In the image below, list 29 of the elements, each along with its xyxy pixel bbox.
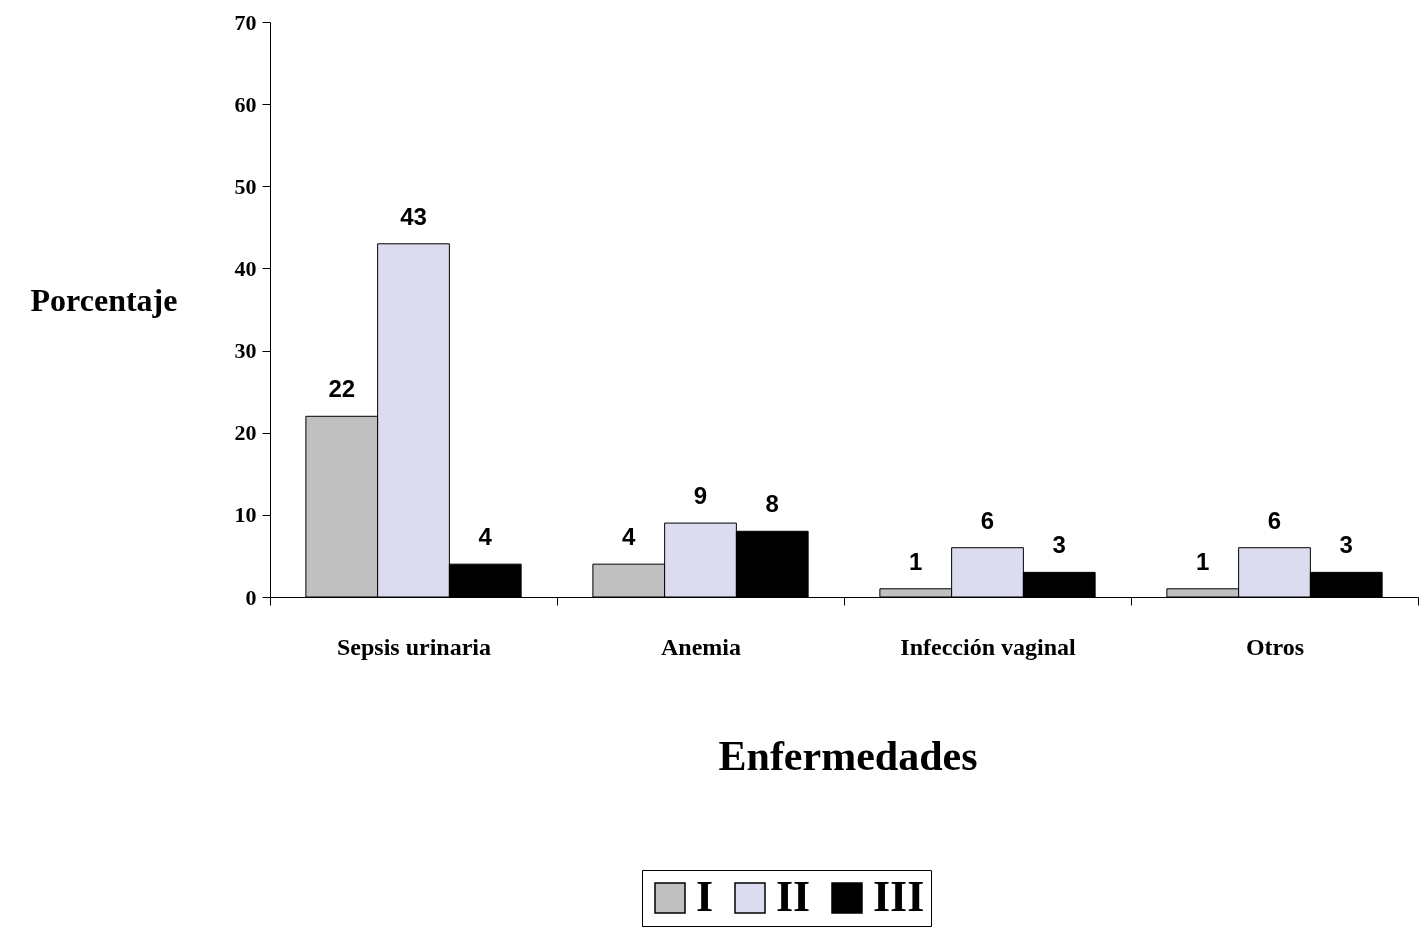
y-tick-label: 20 [234, 420, 257, 446]
data-label: 4 [478, 523, 493, 551]
data-label: 9 [693, 482, 708, 510]
data-label: 8 [765, 490, 779, 518]
data-label: 43 [400, 202, 427, 230]
legend-label: III [873, 872, 925, 921]
x-tick-label: Infección vaginal [900, 633, 1076, 660]
data-label: 3 [1052, 531, 1066, 559]
data-label: 22 [328, 375, 356, 403]
data-label: 6 [980, 506, 995, 534]
data-label: 6 [1267, 506, 1282, 534]
x-tick-label: Sepsis urinaria [336, 633, 492, 660]
y-tick-label: 0 [245, 584, 257, 610]
data-label: 3 [1339, 531, 1353, 559]
legend-label: II [776, 872, 811, 921]
y-tick-label: 60 [234, 91, 257, 117]
data-label: 4 [622, 523, 637, 551]
y-axis-title: Porcentaje [30, 282, 178, 318]
y-tick-label: 70 [234, 9, 257, 35]
y-tick-label: 50 [234, 173, 257, 199]
data-label: 1 [909, 547, 923, 575]
x-tick-label: Anemia [661, 633, 741, 660]
data-label: 1 [1196, 547, 1210, 575]
y-tick-label: 10 [234, 502, 257, 528]
x-axis-title: Enfermedades [718, 733, 978, 779]
y-tick-label: 30 [234, 338, 257, 364]
legend-label: I [696, 872, 714, 921]
y-tick-label: 40 [234, 255, 257, 281]
x-tick-label: Otros [1245, 633, 1305, 660]
